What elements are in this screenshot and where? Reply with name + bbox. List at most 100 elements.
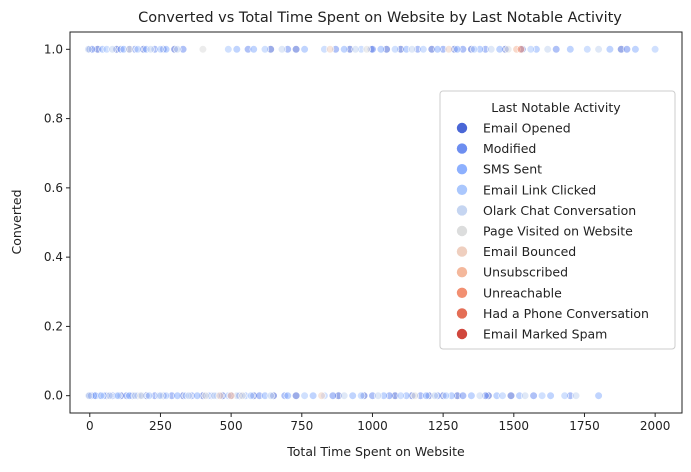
y-tick-label: 0.2: [44, 319, 63, 333]
data-point: [224, 45, 233, 54]
data-point: [529, 391, 538, 400]
data-point: [292, 391, 301, 400]
plot-frame: [69, 31, 683, 414]
legend-label: Email Bounced: [483, 244, 576, 259]
legend-label: Unreachable: [483, 285, 562, 300]
legend-label: Had a Phone Conversation: [483, 306, 649, 321]
data-point: [351, 45, 360, 54]
data-point: [650, 45, 660, 54]
data-point: [340, 45, 349, 54]
data-point: [198, 45, 207, 54]
data-point: [537, 391, 547, 400]
data-point: [441, 391, 451, 400]
data-point: [526, 45, 535, 54]
data-point: [566, 45, 575, 54]
legend-marker: [456, 308, 468, 319]
data-point: [277, 45, 287, 54]
x-tick-label: 1500: [499, 419, 530, 433]
data-point: [516, 45, 526, 54]
data-point: [374, 391, 383, 400]
y-tick-label: 1.0: [44, 42, 63, 56]
data-point: [362, 45, 371, 54]
data-point: [309, 391, 318, 400]
x-tick-label: 750: [290, 419, 313, 433]
legend: Last Notable Activity Email Opened Modifi…: [439, 90, 676, 350]
data-point: [552, 45, 561, 54]
legend-marker: [456, 184, 468, 195]
legend-marker: [456, 328, 468, 340]
legend-marker: [456, 164, 468, 175]
legend-label: SMS Sent: [483, 162, 542, 177]
data-point: [444, 45, 453, 54]
data-point: [193, 391, 202, 400]
data-point: [430, 391, 439, 400]
legend-marker: [456, 205, 468, 216]
data-point: [300, 391, 309, 400]
legend-marker: [456, 246, 468, 257]
data-point: [283, 391, 292, 400]
data-point: [184, 391, 193, 400]
legend-label: Olark Chat Conversation: [483, 203, 636, 218]
legend-marker: [456, 143, 468, 154]
legend-items: Email Opened Modified SMS Sent Email Link C…: [456, 121, 649, 342]
x-tick-label: 1000: [357, 419, 388, 433]
data-point: [266, 391, 275, 400]
legend-title: Last Notable Activity: [491, 100, 621, 115]
legend-label: Modified: [483, 141, 536, 156]
x-tick-label: 500: [220, 419, 243, 433]
data-point: [560, 391, 569, 400]
x-axis-label: Total Time Spent on Website: [286, 444, 465, 459]
data-point: [605, 45, 615, 54]
data-point: [317, 391, 326, 400]
x-axis: 0 250 500 750 1000 1250 1500 1750 2000: [86, 413, 670, 433]
data-point: [467, 391, 476, 400]
x-tick-label: 1250: [428, 419, 459, 433]
data-point: [594, 391, 603, 400]
legend-marker: [456, 122, 468, 134]
data-point: [419, 45, 428, 54]
data-point: [260, 45, 270, 54]
data-point: [594, 45, 603, 54]
data-point: [215, 391, 224, 400]
data-point: [227, 391, 236, 400]
legend-box: [439, 90, 676, 350]
data-point: [357, 391, 366, 400]
data-point: [105, 391, 114, 400]
data-point: [136, 391, 145, 400]
legend-label: Page Visited on Website: [483, 224, 633, 239]
data-point: [249, 45, 258, 54]
data-point: [348, 391, 357, 400]
data-point: [396, 391, 405, 400]
data-point: [487, 45, 496, 54]
legend-marker: [456, 225, 468, 237]
data-point: [622, 45, 632, 54]
data-point: [201, 391, 210, 400]
y-axis-label: Converted: [9, 189, 24, 254]
data-point: [133, 45, 142, 54]
data-point: [146, 45, 155, 54]
data-point: [328, 391, 338, 400]
data-point: [546, 391, 555, 400]
y-tick-label: 0.0: [44, 389, 63, 403]
data-point: [340, 391, 349, 400]
x-tick-label: 2000: [640, 419, 671, 433]
data-point: [391, 45, 400, 54]
data-point: [300, 45, 309, 54]
y-axis: 0.0 0.2 0.4 0.6 0.8 1.0: [44, 42, 70, 403]
data-point: [506, 391, 516, 400]
data-point: [458, 391, 468, 400]
data-point: [410, 391, 420, 400]
data-point: [156, 391, 165, 400]
data-point: [631, 45, 640, 54]
data-point: [407, 45, 417, 54]
x-tick-label: 0: [86, 419, 94, 433]
data-point: [470, 45, 479, 54]
data-point: [292, 45, 301, 54]
data-point: [583, 45, 592, 54]
data-point: [173, 45, 182, 54]
legend-label: Unsubscribed: [483, 265, 568, 280]
data-point: [84, 45, 93, 54]
data-point: [422, 391, 431, 400]
